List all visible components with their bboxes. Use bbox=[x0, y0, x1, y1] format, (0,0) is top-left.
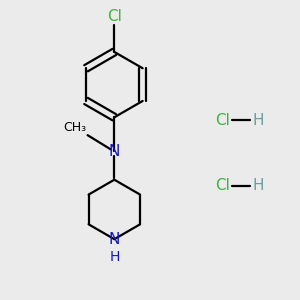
Text: H: H bbox=[253, 178, 264, 193]
Text: Cl: Cl bbox=[215, 178, 230, 193]
Text: Cl: Cl bbox=[215, 113, 230, 128]
Text: H: H bbox=[109, 250, 119, 264]
Text: CH₃: CH₃ bbox=[63, 121, 86, 134]
Text: H: H bbox=[253, 113, 264, 128]
Text: N: N bbox=[109, 232, 120, 247]
Text: N: N bbox=[109, 144, 120, 159]
Text: Cl: Cl bbox=[107, 9, 122, 24]
